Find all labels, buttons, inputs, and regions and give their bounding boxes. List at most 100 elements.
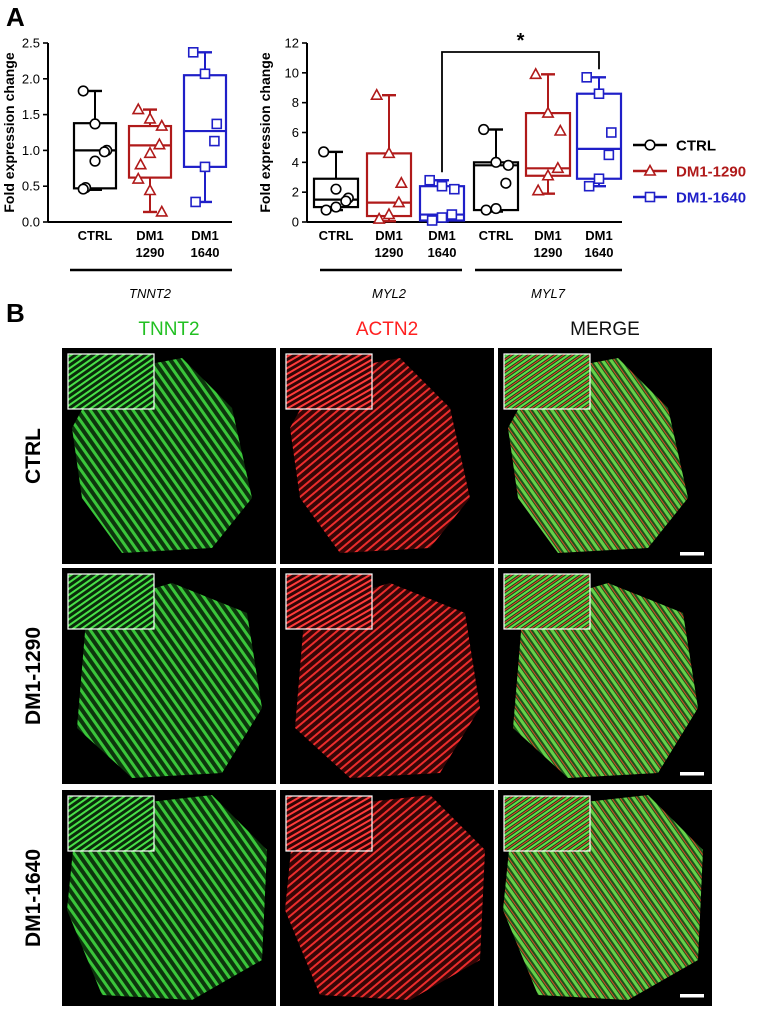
data-point xyxy=(187,47,199,58)
zoom-inset xyxy=(503,353,591,410)
column-heading-tnnt2: TNNT2 xyxy=(138,319,199,340)
data-point xyxy=(593,88,605,100)
y-tick-label: 8 xyxy=(292,95,299,110)
data-point xyxy=(131,102,145,115)
data-point xyxy=(134,157,148,170)
box-ctrl xyxy=(312,146,360,216)
data-point xyxy=(155,118,169,131)
row-heading-ctrl: CTRL xyxy=(22,428,45,484)
micrograph-grid: TNNT2 ACTN2 MERGE CTRL DM1-1290 DM1-1640 xyxy=(22,319,712,1006)
x-category-label: DM1 xyxy=(191,228,218,243)
data-point xyxy=(382,146,396,159)
x-category-label: DM1 xyxy=(428,228,455,243)
tnnt2-box-plot: 0.0 0.5 1.0 1.5 2.0 2.5 Fold expression change… xyxy=(1,36,232,301)
cell-signal xyxy=(513,583,698,778)
x-category-label-line2: 1290 xyxy=(375,245,404,260)
x-category-label: CTRL xyxy=(479,228,514,243)
micrograph-panel xyxy=(280,568,494,784)
data-point xyxy=(143,183,157,196)
y-axis-title: Fold expression change xyxy=(257,52,273,212)
data-point xyxy=(436,180,448,192)
micrograph-panel xyxy=(498,790,712,1006)
data-point xyxy=(531,183,545,196)
data-point xyxy=(394,176,408,189)
legend-label: DM1-1640 xyxy=(676,190,746,207)
y-tick-label: 0.5 xyxy=(22,179,40,194)
micrograph-panel xyxy=(62,568,276,784)
legend-marker-triangle xyxy=(643,163,657,176)
data-point xyxy=(318,146,330,158)
zoom-inset xyxy=(503,573,591,630)
micrograph-panel xyxy=(62,790,276,1006)
x-category-label: DM1 xyxy=(375,228,402,243)
box-dm1-1640 xyxy=(182,47,228,208)
micrograph-panel xyxy=(498,348,712,564)
data-point xyxy=(155,204,169,217)
box-dm1-1290 xyxy=(365,88,413,224)
legend: CTRL DM1-1290 DM1-1640 xyxy=(633,138,746,207)
data-point xyxy=(502,159,514,171)
data-point xyxy=(500,177,512,189)
box-ctrl xyxy=(472,123,520,216)
data-point xyxy=(581,72,592,83)
y-tick-label: 12 xyxy=(285,36,299,51)
data-point xyxy=(211,118,223,130)
scale-bar xyxy=(680,552,704,556)
data-point xyxy=(77,183,89,195)
y-tick-label: 0 xyxy=(292,215,299,230)
legend-marker-square xyxy=(644,191,656,203)
column-heading-actn2: ACTN2 xyxy=(356,319,418,340)
scale-bar xyxy=(680,772,704,776)
significance-bracket: * xyxy=(441,30,600,173)
zoom-inset xyxy=(67,353,155,410)
zoom-inset xyxy=(67,795,155,852)
data-point xyxy=(330,183,342,195)
y-tick-label: 1.5 xyxy=(22,107,40,122)
data-point xyxy=(199,161,211,173)
data-point xyxy=(330,201,342,213)
panel-label-b: B xyxy=(6,298,25,328)
cell-signal xyxy=(77,583,262,778)
gene-label-myl7: MYL7 xyxy=(531,286,566,301)
data-point xyxy=(529,67,543,80)
x-category-label-line2: 1640 xyxy=(585,245,614,260)
data-point xyxy=(541,168,555,181)
data-point xyxy=(449,183,460,195)
y-tick-label: 1.0 xyxy=(22,143,40,158)
cell-signal xyxy=(295,583,480,778)
data-point xyxy=(199,68,211,80)
data-point xyxy=(541,105,555,118)
data-point xyxy=(143,111,157,124)
x-category-label-line2: 1290 xyxy=(534,245,563,260)
legend-label: CTRL xyxy=(676,138,716,155)
x-category-label-line2: 1640 xyxy=(428,245,457,260)
data-point xyxy=(340,195,352,207)
box-dm1-1640 xyxy=(418,174,466,226)
data-point xyxy=(131,171,145,184)
legend-marker-circle xyxy=(644,139,656,151)
data-point xyxy=(480,204,492,216)
micrograph-panel xyxy=(62,348,276,564)
data-point xyxy=(551,161,565,174)
y-axis-title: Fold expression change xyxy=(1,52,17,212)
x-category-label: DM1 xyxy=(585,228,612,243)
x-category-label: CTRL xyxy=(319,228,354,243)
zoom-inset xyxy=(285,795,373,852)
data-point xyxy=(490,156,502,168)
legend-label: DM1-1290 xyxy=(676,164,746,181)
box-iqr xyxy=(524,112,572,177)
zoom-inset xyxy=(285,573,373,630)
box-dm1-1290 xyxy=(524,67,572,196)
zoom-inset xyxy=(67,573,155,630)
data-point xyxy=(424,174,435,186)
y-tick-label: 0.0 xyxy=(22,215,40,230)
data-point xyxy=(320,204,332,216)
data-point xyxy=(603,149,615,161)
y-tick-label: 6 xyxy=(292,125,299,140)
box-dm1-1640 xyxy=(575,72,623,192)
column-heading-merge: MERGE xyxy=(570,319,640,340)
data-point xyxy=(209,135,220,147)
data-point xyxy=(77,85,89,97)
x-category-label: CTRL xyxy=(78,228,113,243)
